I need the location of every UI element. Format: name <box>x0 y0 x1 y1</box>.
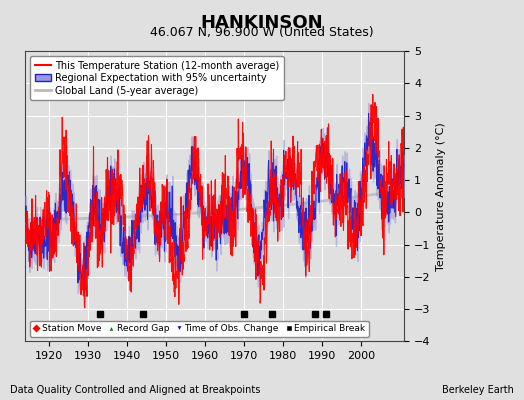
Text: Data Quality Controlled and Aligned at Breakpoints: Data Quality Controlled and Aligned at B… <box>10 385 261 395</box>
Text: Berkeley Earth: Berkeley Earth <box>442 385 514 395</box>
Text: 46.067 N, 96.900 W (United States): 46.067 N, 96.900 W (United States) <box>150 26 374 39</box>
Y-axis label: Temperature Anomaly (°C): Temperature Anomaly (°C) <box>436 122 446 270</box>
Legend: Station Move, Record Gap, Time of Obs. Change, Empirical Break: Station Move, Record Gap, Time of Obs. C… <box>30 320 369 337</box>
Text: HANKINSON: HANKINSON <box>201 14 323 32</box>
